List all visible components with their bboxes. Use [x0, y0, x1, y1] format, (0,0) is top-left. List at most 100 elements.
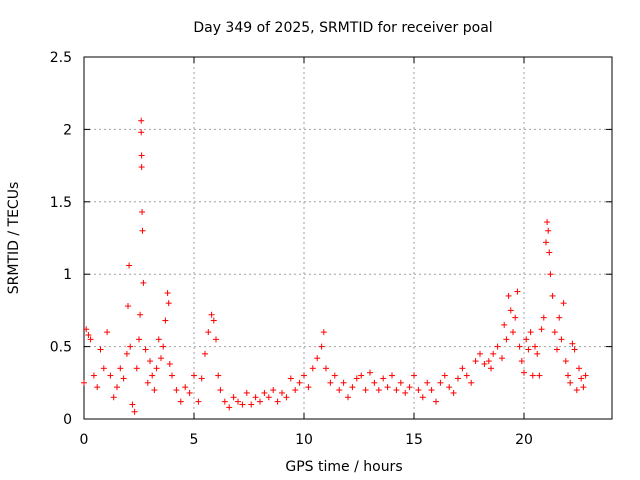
data-point [525, 346, 532, 353]
data-point [139, 227, 146, 234]
data-point [371, 379, 378, 386]
data-point [419, 394, 426, 401]
data-point [345, 394, 351, 401]
y-tick-label: 1 [63, 267, 72, 283]
data-point [455, 375, 461, 382]
data-point [573, 387, 580, 394]
data-point [336, 387, 343, 394]
data-points [81, 117, 589, 415]
data-point [523, 336, 530, 343]
data-point [202, 350, 208, 357]
data-point [165, 300, 172, 307]
data-point [367, 369, 373, 376]
data-point [270, 387, 277, 394]
data-point [139, 208, 146, 215]
data-point [166, 360, 173, 367]
data-point [488, 365, 494, 372]
data-point [235, 398, 241, 405]
data-point [120, 375, 127, 382]
y-tick-label: 2.5 [50, 50, 72, 66]
data-point [177, 398, 184, 405]
data-point [138, 164, 145, 171]
data-point [532, 343, 538, 350]
data-point [173, 387, 180, 394]
data-point [415, 387, 422, 394]
data-point [529, 372, 536, 379]
data-point [97, 346, 104, 353]
data-point [314, 355, 321, 362]
data-point [110, 394, 117, 401]
data-point [499, 355, 505, 362]
data-point [221, 398, 228, 405]
data-point [331, 372, 338, 379]
data-point [243, 389, 250, 396]
data-point [384, 384, 391, 391]
data-point [138, 152, 145, 159]
data-point [450, 389, 457, 396]
data-point [257, 398, 263, 405]
data-point [558, 336, 565, 343]
data-point [505, 292, 512, 299]
data-point [402, 389, 409, 396]
data-point [554, 346, 560, 353]
data-point [580, 384, 587, 391]
data-point [142, 346, 149, 353]
data-point [540, 314, 547, 321]
data-point [501, 321, 508, 328]
data-point [490, 350, 497, 357]
data-point [507, 307, 514, 314]
data-point [468, 379, 475, 386]
grid-lines [84, 57, 612, 419]
data-point [248, 401, 255, 408]
data-point [397, 379, 404, 386]
data-point [226, 404, 233, 411]
data-point [582, 372, 589, 379]
data-point [527, 329, 534, 336]
data-point [252, 394, 259, 401]
data-point [437, 379, 444, 386]
y-tick-label: 0 [63, 412, 72, 428]
data-point [162, 317, 169, 324]
data-point [562, 358, 569, 365]
data-point [512, 314, 519, 321]
data-point [375, 387, 382, 394]
data-point [301, 372, 307, 379]
data-point [477, 350, 483, 357]
data-point [292, 387, 299, 394]
data-point [576, 365, 582, 372]
data-point [283, 394, 290, 401]
data-point [265, 394, 272, 401]
data-point [114, 384, 120, 391]
data-point [549, 292, 556, 299]
data-point [125, 303, 131, 310]
data-point [536, 372, 543, 379]
data-point [393, 387, 400, 394]
x-axis-label: GPS time / hours [285, 459, 402, 475]
data-point [137, 311, 144, 318]
data-point [198, 375, 205, 382]
data-point [459, 365, 466, 372]
data-point [565, 372, 571, 379]
data-point [261, 389, 268, 396]
data-point [323, 365, 329, 372]
data-point [503, 336, 510, 343]
data-point [578, 375, 585, 382]
data-point [485, 358, 492, 365]
data-point [107, 372, 114, 379]
data-point [210, 317, 217, 324]
y-tick-label: 1.5 [50, 195, 72, 211]
data-point [81, 379, 87, 386]
data-point [534, 350, 541, 357]
data-point [349, 384, 356, 391]
data-point [129, 401, 136, 408]
data-point [327, 379, 334, 386]
data-point [544, 219, 551, 226]
data-point [133, 365, 140, 372]
data-point [287, 375, 294, 382]
y-tick-label: 0.5 [50, 340, 72, 356]
data-point [169, 372, 175, 379]
axis-ticks: 0 5 10 15 20 0 0.5 1 1.5 2 2.5 [50, 50, 612, 448]
chart-title: Day 349 of 2025, SRMTID for receiver poa… [193, 20, 492, 36]
data-point [83, 326, 90, 333]
data-point [538, 326, 545, 333]
